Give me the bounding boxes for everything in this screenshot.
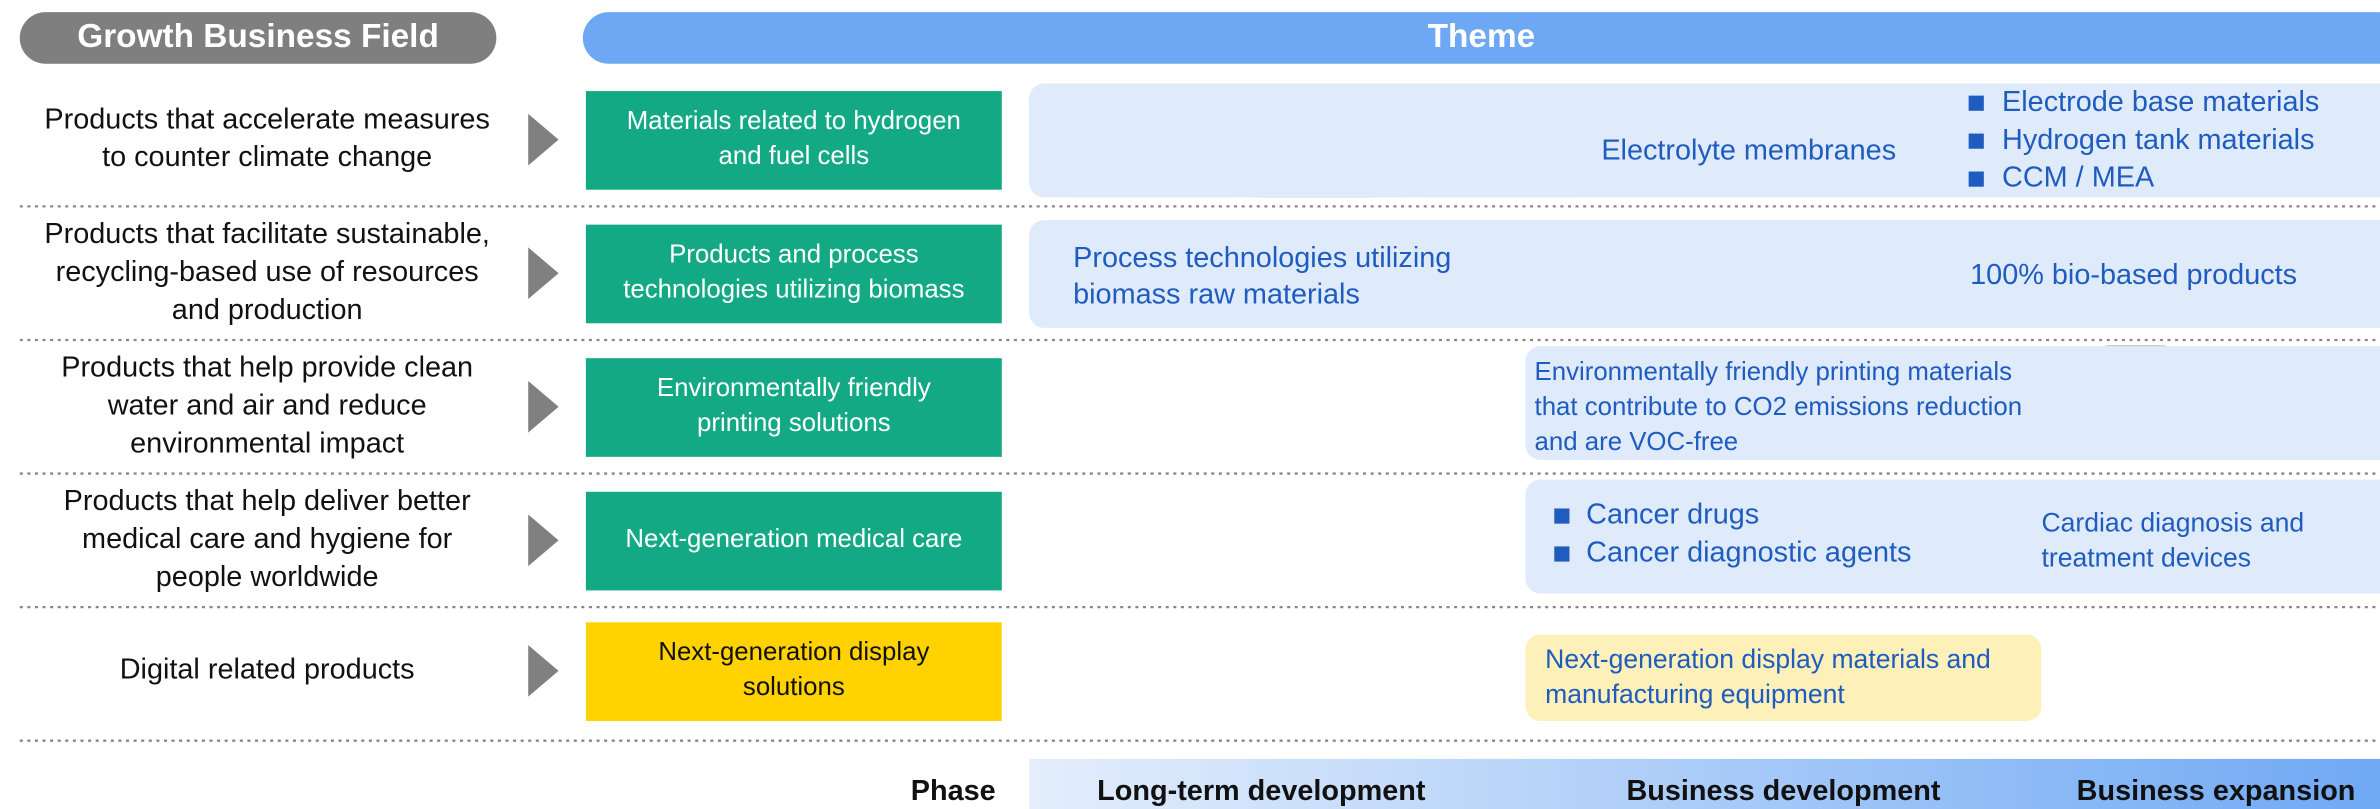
phase-stage: Business expansion xyxy=(2077,775,2356,807)
field-text: medical care and hygiene for xyxy=(82,523,453,555)
theme-text: Next-generation display materials and xyxy=(1545,644,1991,674)
theme-bullet-text: CCM / MEA xyxy=(2002,162,2155,194)
bullet xyxy=(1554,508,1570,524)
field-text: and production xyxy=(172,294,363,326)
row-arrow xyxy=(528,247,559,300)
theme-text: and are VOC-free xyxy=(1535,428,1739,456)
field-text: water and air and reduce xyxy=(107,389,427,421)
field-header-pill xyxy=(19,12,497,64)
theme-box xyxy=(1029,220,2380,328)
theme-text: manufacturing equipment xyxy=(1545,679,1845,709)
solution-box xyxy=(585,491,1002,591)
field-header: Growth Business Field xyxy=(77,18,439,55)
theme-bullet-text: Electrode base materials xyxy=(2002,86,2319,118)
theme-bullet-text: Hydrogen tank materials xyxy=(2002,124,2314,156)
solution-text: Materials related to hydrogen xyxy=(627,107,961,135)
field-text: Digital related products xyxy=(120,653,415,685)
theme-header: Theme xyxy=(1428,18,1536,55)
theme-text: that contribute to CO2 emissions reducti… xyxy=(1535,393,2023,421)
row-arrow xyxy=(528,113,559,166)
solution-text: Products and process xyxy=(669,241,919,269)
row-arrow xyxy=(528,645,559,697)
solution-text: Next-generation medical care xyxy=(625,525,962,553)
theme-box xyxy=(1029,83,2380,198)
field-text: to counter climate change xyxy=(102,141,432,173)
solution-text: solutions xyxy=(743,673,845,701)
solution-text: and fuel cells xyxy=(719,142,870,170)
solution-box xyxy=(585,91,1002,190)
theme-text: 100% bio-based products xyxy=(1970,259,2297,291)
field-text: people worldwide xyxy=(156,561,379,593)
theme-text: Cardiac diagnosis and xyxy=(2041,507,2304,537)
theme-bullet-text: Cancer diagnostic agents xyxy=(1586,537,1911,569)
field-text: recycling-based use of resources xyxy=(56,256,479,288)
field-text: Products that facilitate sustainable, xyxy=(44,218,489,250)
bullet xyxy=(1554,546,1570,562)
theme-text: biomass raw materials xyxy=(1073,279,1360,311)
theme-text: Process technologies utilizing xyxy=(1073,242,1451,274)
bullet xyxy=(1968,171,1984,187)
solution-text: Environmentally friendly xyxy=(657,374,931,402)
solution-box xyxy=(585,358,1002,457)
bullet xyxy=(1968,133,1984,149)
theme-text: Environmentally friendly printing materi… xyxy=(1535,358,2012,386)
phase-stage: Business development xyxy=(1626,775,1940,807)
bullet xyxy=(1968,95,1984,111)
field-text: environmental impact xyxy=(130,427,404,459)
theme-box xyxy=(1525,346,2380,460)
theme-header-pill xyxy=(582,12,2380,64)
phase-stage: Long-term development xyxy=(1097,775,1426,807)
field-text: Products that help deliver better xyxy=(64,485,471,517)
phase-bar xyxy=(1029,758,2380,809)
field-text: Products that accelerate measures xyxy=(44,103,489,135)
solution-text: Next-generation display xyxy=(658,638,929,666)
solution-box xyxy=(585,622,1002,721)
row-arrow xyxy=(528,380,559,433)
theme-box xyxy=(1525,479,2380,594)
theme-text: treatment devices xyxy=(2041,542,2251,572)
phase-label: Phase xyxy=(911,775,996,807)
field-text: Products that help provide clean xyxy=(61,351,473,383)
theme-text: Electrolyte membranes xyxy=(1601,134,1896,166)
theme-bullet-text: Cancer drugs xyxy=(1586,499,1759,531)
solution-text: technologies utilizing biomass xyxy=(623,275,964,303)
row-arrow xyxy=(528,514,559,567)
solution-box xyxy=(585,224,1002,324)
theme-box xyxy=(1525,634,2042,721)
solution-text: printing solutions xyxy=(697,409,891,437)
